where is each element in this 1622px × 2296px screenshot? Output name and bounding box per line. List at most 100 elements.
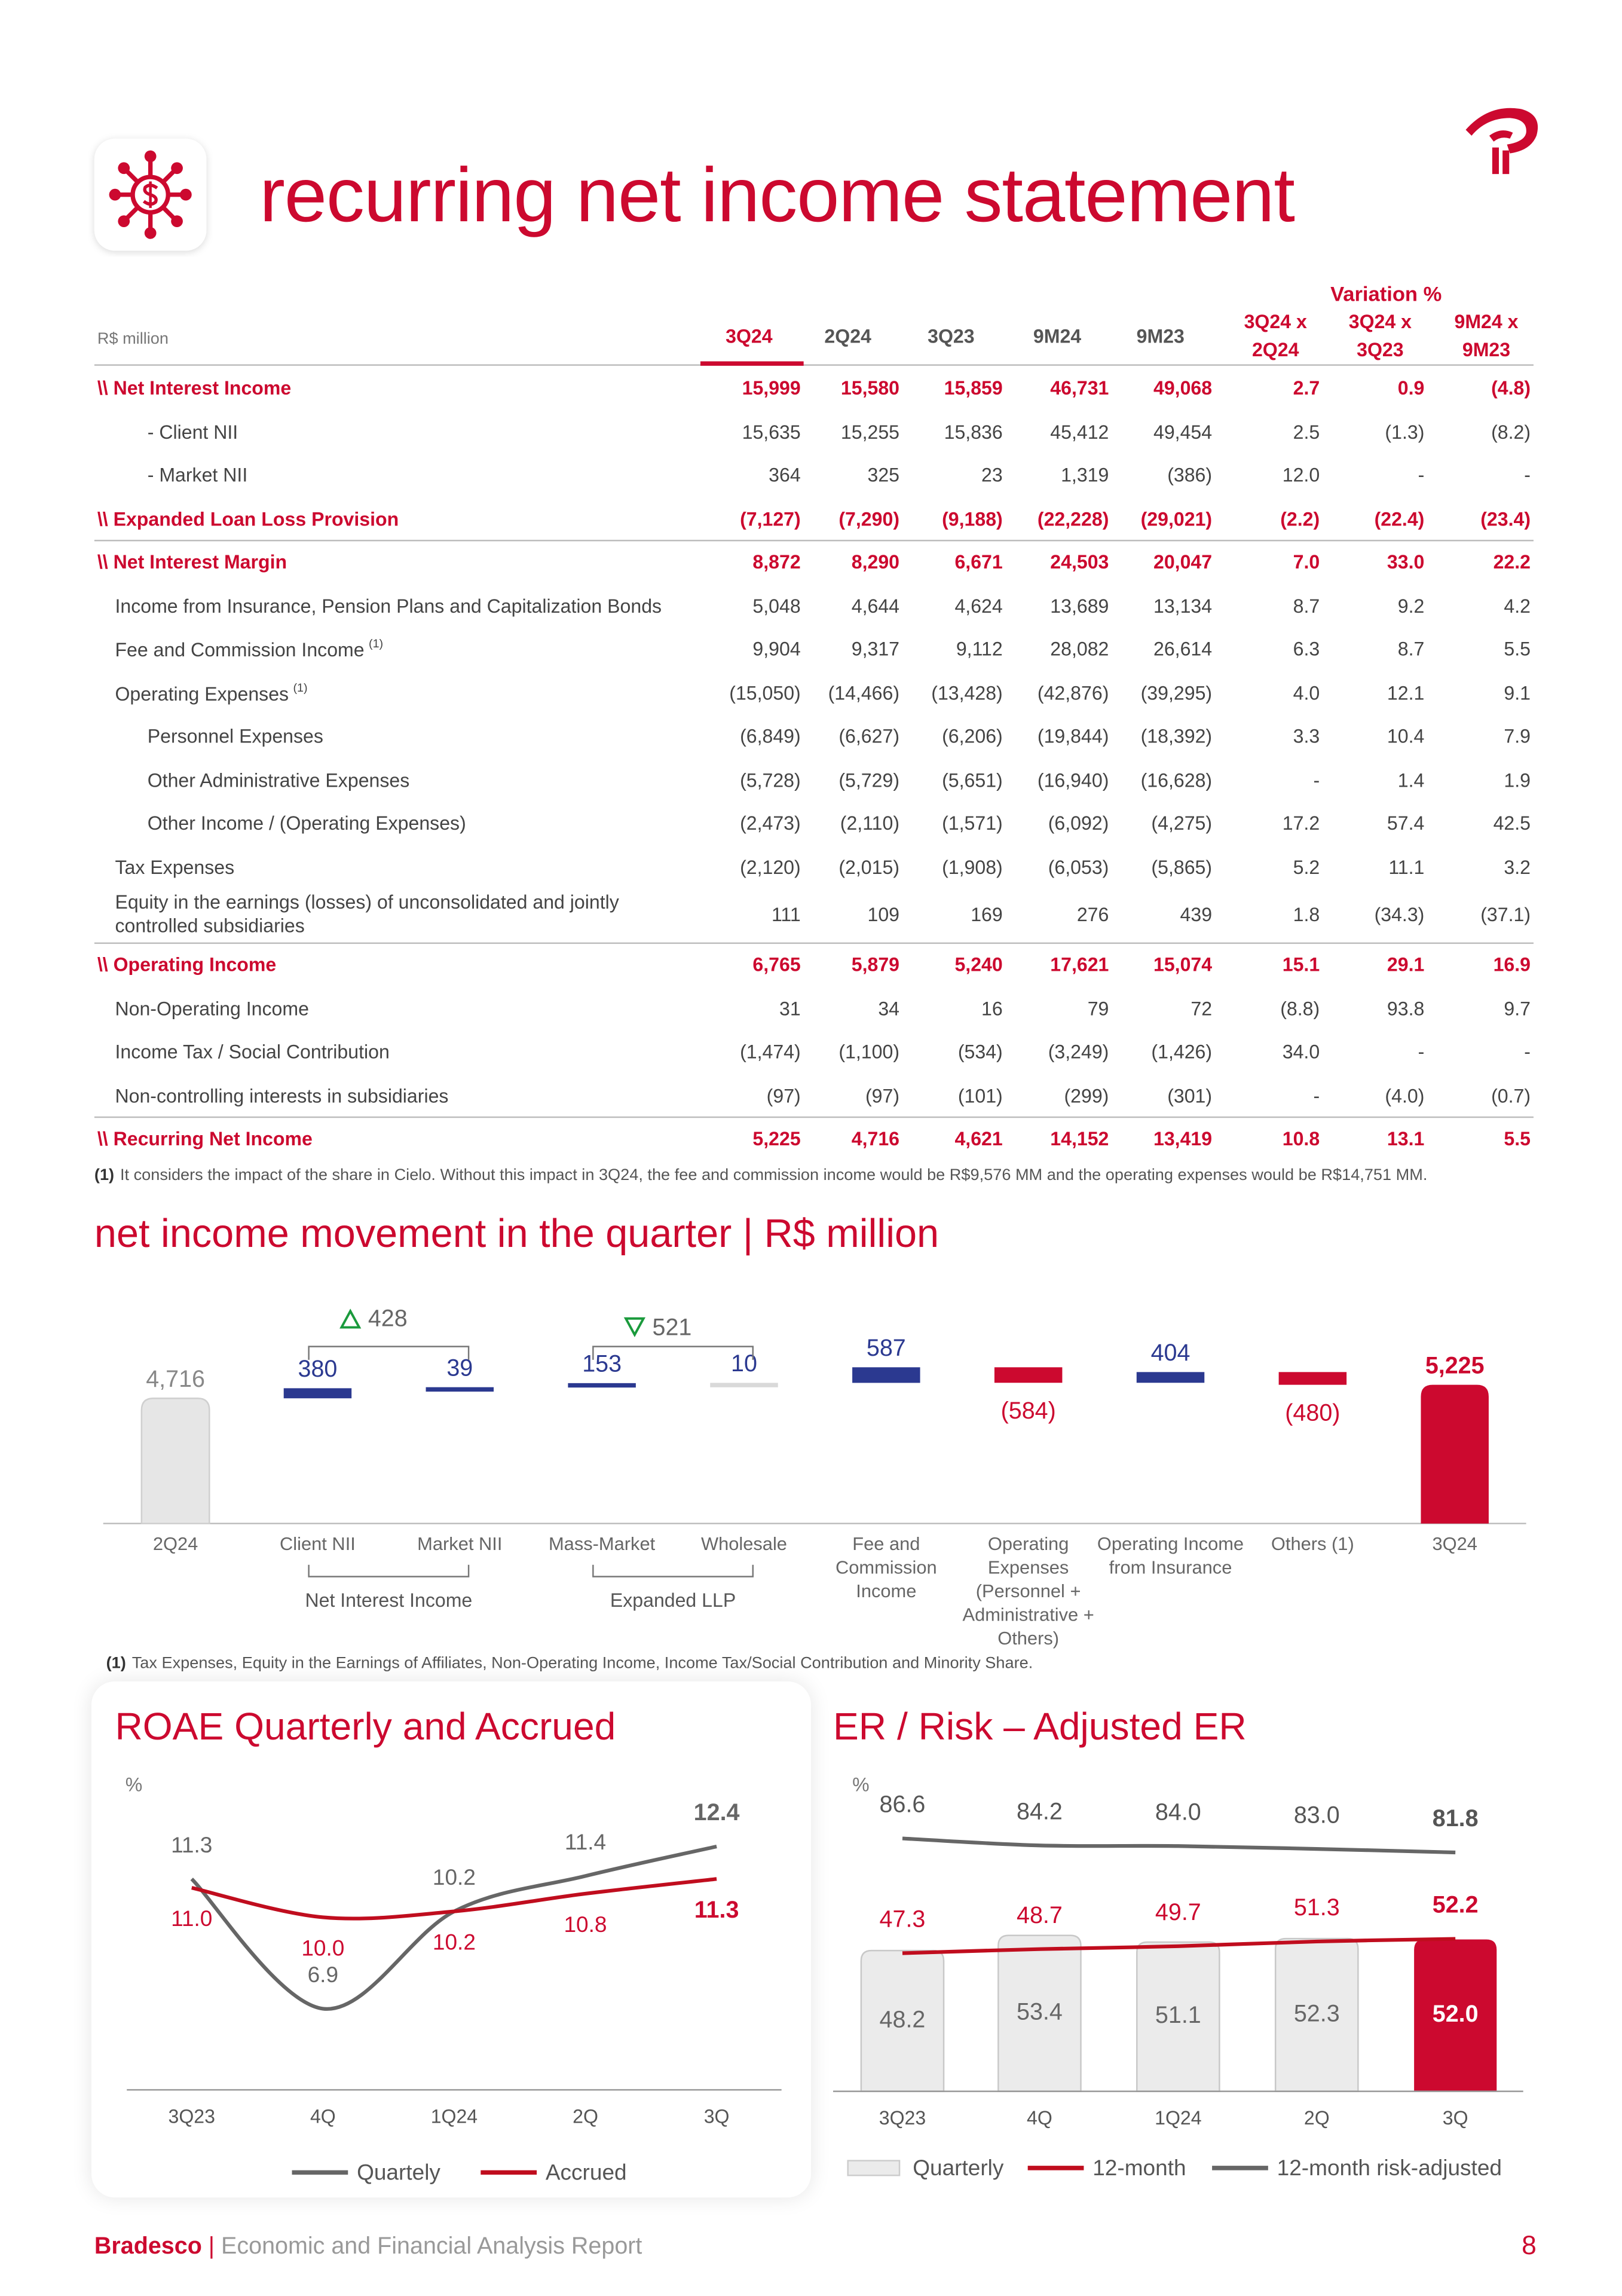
table-cell: (23.4) <box>1480 507 1531 530</box>
value-label: 49.7 <box>1155 1899 1201 1925</box>
table-cell: 169 <box>971 903 1003 926</box>
table-cell: 2.5 <box>1293 421 1320 444</box>
row-label-text: Other Administrative Expenses <box>147 769 410 791</box>
x-tick-label: 4Q <box>310 2105 336 2127</box>
trend-marker <box>339 1308 362 1329</box>
chart-title: ROAE Quarterly and Accrued <box>115 1704 616 1748</box>
table-cell: 15.1 <box>1282 953 1320 976</box>
table-cell: 46,731 <box>1050 377 1109 399</box>
table-cell: (8.8) <box>1280 998 1320 1020</box>
table-cell: 7.9 <box>1504 724 1531 747</box>
value-label: 6.9 <box>308 1962 338 1987</box>
value-label: 404 <box>1151 1340 1191 1366</box>
table-cell: 276 <box>1076 903 1109 926</box>
table-cell: 8.7 <box>1397 638 1425 661</box>
row-label-text: \\ Operating Income <box>97 953 277 976</box>
table-cell: (1,571) <box>942 812 1003 834</box>
table-footnote: (1) It considers the impact of the share … <box>94 1167 1428 1185</box>
variation-header: 3Q23 <box>1357 338 1404 361</box>
table-cell: 10.8 <box>1282 1127 1320 1150</box>
table-cell: 42.5 <box>1493 812 1531 834</box>
table-cell: 4,621 <box>954 1127 1003 1150</box>
legend-swatch <box>847 2160 901 2176</box>
value-label: 84.2 <box>1017 1798 1063 1824</box>
table-cell: 72 <box>1191 998 1213 1020</box>
table-cell: (5,865) <box>1151 856 1213 879</box>
table-cell: (2,473) <box>740 812 801 834</box>
bracket-label: 521 <box>653 1314 692 1340</box>
row-label-text: Other Income / (Operating Expenses) <box>147 812 466 834</box>
row-label-text: Income from Insurance, Pension Plans and… <box>115 595 662 617</box>
table-cell: 15,859 <box>944 377 1003 399</box>
table-cell: 34.0 <box>1282 1040 1320 1063</box>
table-cell: 34 <box>878 998 900 1020</box>
table-cell: (2,120) <box>740 856 801 879</box>
header-rule <box>94 364 1534 366</box>
value-label: 10.2 <box>433 1930 476 1955</box>
table-cell: (5,651) <box>942 769 1003 791</box>
waterfall-bar <box>994 1367 1063 1383</box>
table-cell: 1.4 <box>1397 769 1425 791</box>
value-label: 52.3 <box>1294 2000 1340 2026</box>
table-cell: 16.9 <box>1493 953 1531 976</box>
row-note: (1) <box>293 681 308 695</box>
bar <box>1414 1939 1497 2092</box>
table-cell: 5,225 <box>752 1127 801 1150</box>
group-bracket <box>308 1564 470 1577</box>
value-label: 4,716 <box>146 1366 205 1392</box>
x-tick-label: Wholesale <box>700 1533 787 1555</box>
row-label: \\ Expanded Loan Loss Provision <box>97 508 399 530</box>
group-label: Net Interest Income <box>305 1589 472 1611</box>
bar <box>997 1934 1082 2092</box>
table-cell: (101) <box>957 1084 1003 1107</box>
footnote-text: Tax Expenses, Equity in the Earnings of … <box>131 1655 1033 1673</box>
table-cell: 1.8 <box>1293 903 1320 926</box>
value-label: 12.4 <box>694 1799 740 1826</box>
row-label: Non-controlling interests in subsidiarie… <box>115 1085 448 1107</box>
table-cell: (6,092) <box>1048 812 1109 834</box>
value-label: 11.4 <box>565 1830 606 1854</box>
line-series <box>190 1845 717 2011</box>
value-label: 380 <box>298 1356 338 1382</box>
table-cell: (2,015) <box>838 856 900 879</box>
row-label: \\ Net Interest Margin <box>97 551 287 573</box>
table-cell: 325 <box>867 463 900 486</box>
value-label: 10.8 <box>564 1912 607 1937</box>
table-cell: 22.2 <box>1493 551 1531 573</box>
x-tick-label: 3Q23 <box>169 2105 215 2127</box>
table-cell: 15,074 <box>1153 953 1213 976</box>
value-label: 84.0 <box>1155 1799 1201 1825</box>
table-cell: 4,644 <box>851 595 900 617</box>
group-bracket <box>592 1564 754 1577</box>
waterfall-bar <box>568 1383 636 1388</box>
legend-label: 12-month risk-adjusted <box>1277 2156 1502 2180</box>
footer: Bradesco | Economic and Financial Analys… <box>94 2234 642 2261</box>
footer-separator: | <box>208 2234 215 2260</box>
row-label-text: Equity in the earnings (losses) of uncon… <box>115 891 619 937</box>
x-tick-label: 2Q24 <box>152 1533 198 1555</box>
table-cell: 12.1 <box>1387 682 1425 705</box>
table-cell: (9,188) <box>942 507 1003 530</box>
value-label: 53.4 <box>1017 1999 1063 2025</box>
row-label: \\ Recurring Net Income <box>97 1127 313 1149</box>
table-cell: 45,412 <box>1050 421 1109 444</box>
table-cell: (7,290) <box>838 507 900 530</box>
table-cell: (7,127) <box>740 507 801 530</box>
waterfall-bar <box>710 1383 778 1387</box>
row-label: \\ Net Interest Income <box>97 377 291 399</box>
x-tick-label: 2Q <box>1304 2107 1330 2129</box>
table-cell: (4.0) <box>1385 1084 1425 1107</box>
table-cell: 8.7 <box>1293 595 1320 617</box>
table-cell: 29.1 <box>1387 953 1425 976</box>
table-cell: 5.5 <box>1504 638 1531 661</box>
variation-header: 3Q24 x <box>1348 310 1412 333</box>
line-series <box>191 1877 717 1921</box>
value-label: 48.2 <box>880 2006 926 2032</box>
table-cell: 5,048 <box>752 595 801 617</box>
variation-title: Variation % <box>1330 282 1442 305</box>
waterfall-bar <box>1136 1372 1205 1383</box>
table-cell: - <box>1313 769 1320 791</box>
table-cell: 109 <box>867 903 900 926</box>
column-header: 9M24 <box>1033 325 1082 348</box>
table-cell: (1,908) <box>942 856 1003 879</box>
